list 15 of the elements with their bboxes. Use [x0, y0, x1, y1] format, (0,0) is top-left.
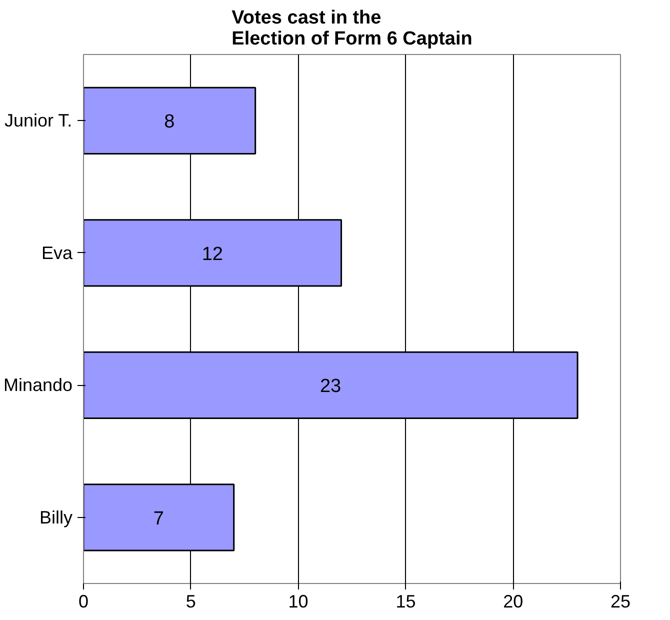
x-tick-label: 5: [186, 592, 196, 612]
data-label: 8: [164, 112, 175, 133]
y-tick-label: Junior T.: [4, 110, 72, 131]
y-tick-label: Eva: [41, 242, 74, 263]
x-tick-label: 10: [288, 592, 308, 612]
data-label: 7: [153, 508, 164, 530]
x-tick-label: 0: [78, 592, 89, 612]
data-label: 23: [320, 376, 342, 398]
y-tick-label: Minando: [3, 375, 72, 396]
x-tick-label: 20: [503, 592, 524, 612]
x-tick-label: 25: [610, 592, 631, 612]
x-tick-label: 15: [396, 592, 416, 612]
y-tick-label: Billy: [39, 507, 73, 528]
data-label: 12: [202, 244, 223, 265]
chart-title: Votes cast in the Election of Form 6 Captain: [232, 8, 472, 50]
